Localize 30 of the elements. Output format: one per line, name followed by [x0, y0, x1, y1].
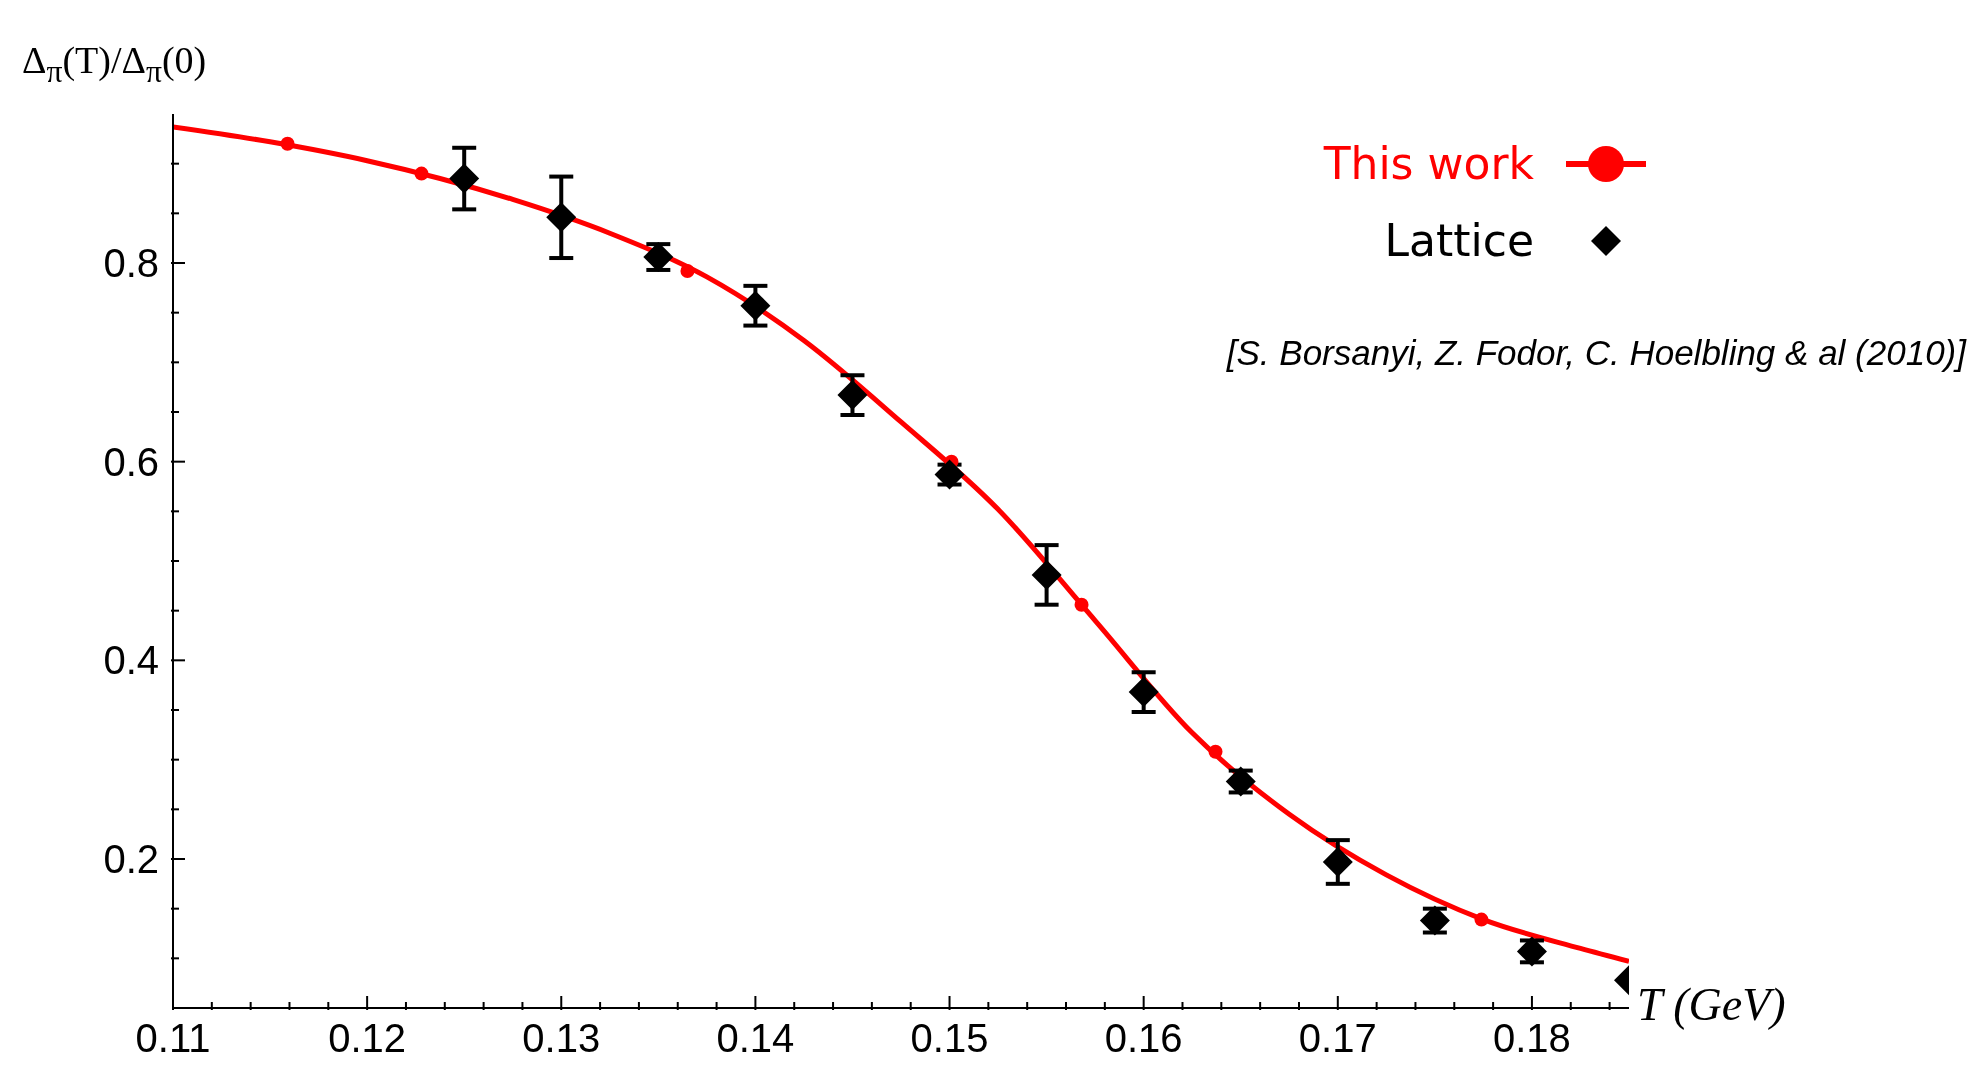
- point: [1074, 597, 1089, 612]
- x-tick-label: 0.13: [522, 1016, 601, 1060]
- legend-label: This work: [1323, 138, 1534, 189]
- y-tick-label: 0.2: [103, 837, 159, 881]
- point: [680, 263, 695, 278]
- point: [740, 290, 771, 321]
- y-tick-label: 0.6: [103, 439, 159, 484]
- point: [280, 136, 295, 151]
- point: [1031, 559, 1062, 590]
- point: [546, 202, 577, 233]
- y-axis-title: Δ$_{π}$(T)/Δ$_{π}$(0): [22, 38, 207, 90]
- point: [837, 380, 868, 411]
- point: [1128, 677, 1159, 708]
- y-tick-label: 0.8: [103, 241, 159, 285]
- x-tick-label: 0.15: [910, 1016, 989, 1060]
- x-tick-label: 0.11: [135, 1016, 211, 1060]
- point: [1322, 846, 1353, 877]
- legend-label: Lattice: [1384, 215, 1534, 266]
- x-tick-label: 0.18: [1493, 1016, 1571, 1060]
- point: [449, 163, 480, 194]
- point: [1474, 912, 1489, 927]
- x-axis-title: T (GeV): [1637, 978, 1786, 1031]
- point: [1208, 744, 1223, 759]
- x-tick-label: 0.17: [1298, 1016, 1377, 1060]
- x-tick-label: 0.12: [328, 1016, 407, 1060]
- y-tick-label: 0.4: [103, 638, 159, 683]
- x-tick-label: 0.16: [1104, 1016, 1183, 1060]
- x-tick-label: 0.14: [716, 1016, 795, 1060]
- point: [414, 166, 429, 181]
- annotation: [S. Borsanyi, Z. Fodor, C. Hoelbling & al (2010)]: [1226, 333, 1966, 373]
